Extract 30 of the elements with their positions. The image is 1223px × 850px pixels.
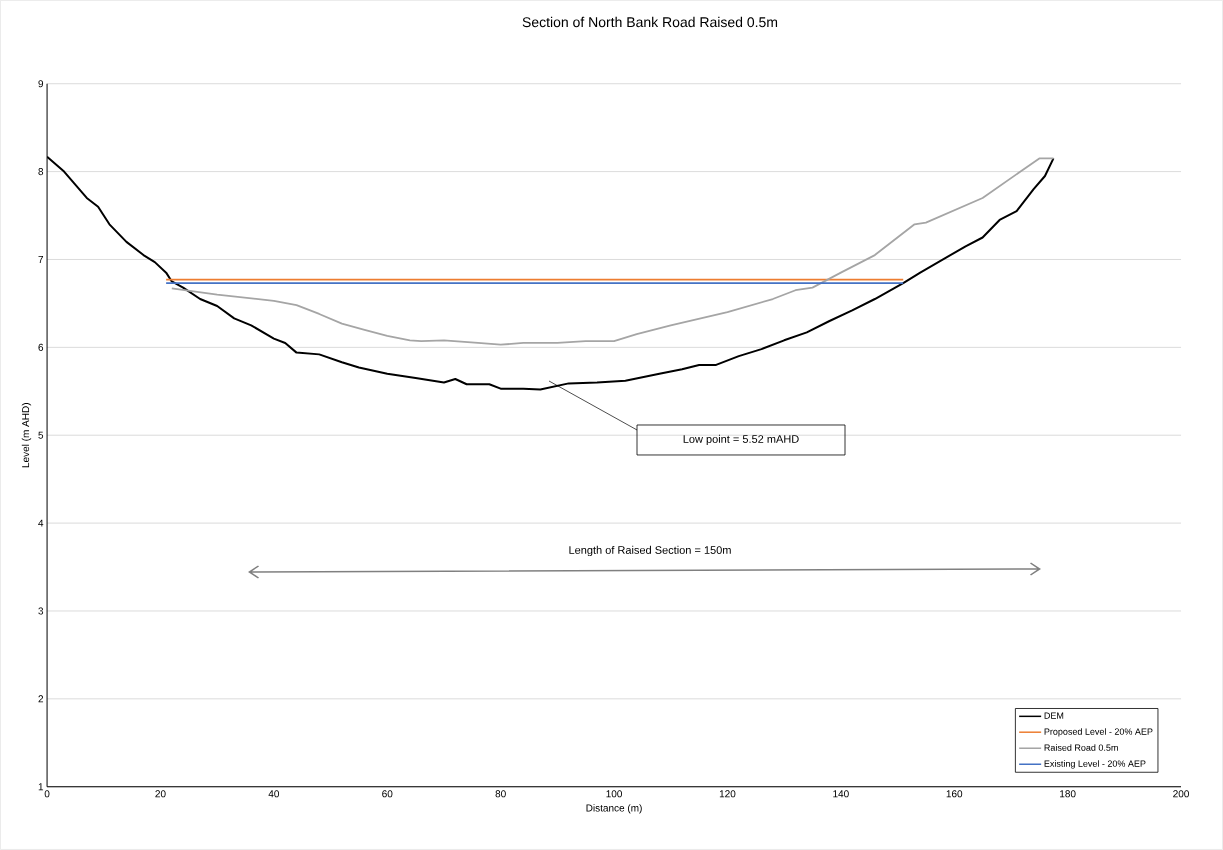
- y-tick-label: 6: [38, 343, 44, 351]
- legend-label: Proposed Level - 20% AEP: [1044, 728, 1153, 737]
- y-tick-label: 7: [38, 256, 44, 263]
- y-tick-label: 9: [38, 80, 44, 88]
- legend-label: Raised Road 0.5m: [1044, 744, 1118, 751]
- x-tick-label: 20: [155, 790, 166, 798]
- y-tick-label: 4: [38, 519, 44, 527]
- annotation: Length of Raised Section = 150m: [569, 545, 731, 557]
- x-tick-label: 140: [833, 790, 849, 798]
- x-tick-label: 160: [946, 790, 963, 798]
- chart-title: Section of North Bank Road Raised 0.5m: [522, 16, 778, 28]
- y-tick-label: 5: [38, 431, 44, 439]
- x-axis-title: Distance (m): [586, 804, 642, 814]
- x-tick-label: 80: [495, 790, 506, 798]
- x-tick-label: 0: [44, 790, 50, 798]
- x-tick-label: 120: [719, 790, 736, 798]
- line-series: [170, 157, 1055, 346]
- x-tick-label: 40: [268, 790, 280, 798]
- x-tick-label: 200: [1173, 790, 1189, 798]
- annotation: Low point = 5.52 mAHD: [683, 434, 799, 446]
- x-tick-label: 100: [606, 790, 623, 798]
- y-tick-label: 1: [38, 783, 44, 791]
- y-tick-label: 2: [38, 695, 44, 703]
- y-tick-label: 3: [38, 607, 44, 615]
- legend-label: DEM: [1044, 712, 1064, 719]
- y-axis-title: Level (m AHD): [21, 403, 32, 468]
- legend-label: Existing Level - 20% AEP: [1044, 760, 1146, 769]
- x-tick-label: 60: [382, 790, 393, 798]
- y-tick-label: 8: [38, 168, 44, 176]
- x-tick-label: 180: [1060, 790, 1076, 798]
